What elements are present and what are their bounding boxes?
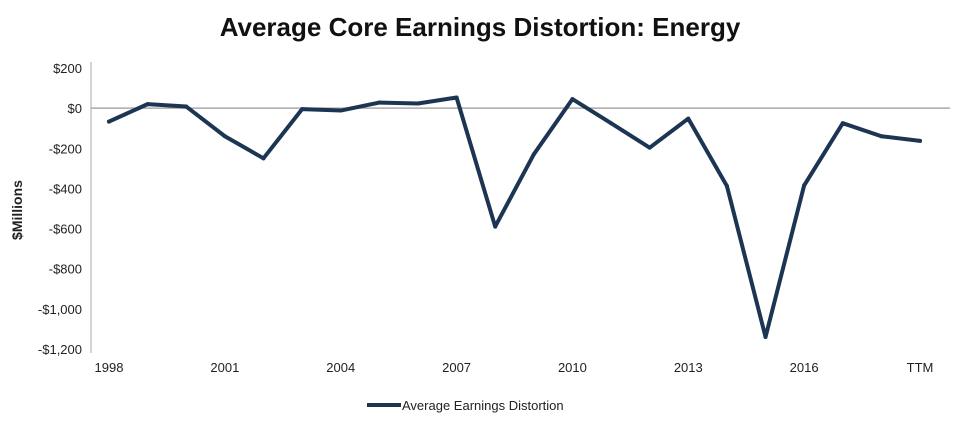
y-tick-label: -$400 xyxy=(49,181,82,196)
data-point xyxy=(724,184,729,189)
data-point xyxy=(918,138,922,143)
data-point xyxy=(609,121,614,126)
x-tick-label: 2010 xyxy=(558,360,587,375)
data-point xyxy=(493,224,498,229)
data-point xyxy=(338,108,343,113)
data-point xyxy=(686,116,691,121)
x-tick-label: 1998 xyxy=(95,360,124,375)
data-point xyxy=(879,134,884,139)
y-tick-label: -$800 xyxy=(49,262,82,277)
data-point xyxy=(300,107,305,112)
data-point xyxy=(840,121,845,126)
y-axis-label: $Millions xyxy=(9,180,25,240)
data-point xyxy=(145,102,150,107)
x-tick-label: 2016 xyxy=(790,360,819,375)
x-tick-label: 2013 xyxy=(674,360,703,375)
data-point xyxy=(107,119,111,124)
y-tick-label: -$1,000 xyxy=(38,302,82,317)
legend-label: Average Earnings Distortion xyxy=(402,398,564,413)
x-tick-label: 2004 xyxy=(326,360,355,375)
data-point xyxy=(415,101,420,106)
data-point xyxy=(570,97,575,102)
y-tick-label: -$1,200 xyxy=(38,342,82,357)
data-point xyxy=(802,183,807,188)
data-point xyxy=(454,95,459,100)
y-tick-label: $0 xyxy=(68,101,82,116)
data-point xyxy=(647,145,652,150)
data-point xyxy=(377,100,382,105)
data-point xyxy=(531,152,536,157)
data-point xyxy=(763,334,768,339)
series-line xyxy=(107,95,922,339)
chart-title: Average Core Earnings Distortion: Energy xyxy=(219,12,741,42)
y-tick-label: -$200 xyxy=(49,141,82,156)
data-point xyxy=(184,104,189,109)
data-point xyxy=(222,134,227,139)
y-tick-label: $200 xyxy=(53,61,82,76)
x-tick-label: 2007 xyxy=(442,360,471,375)
x-tick-label: 2001 xyxy=(210,360,239,375)
x-tick-label: TTM xyxy=(907,360,934,375)
y-tick-label: -$600 xyxy=(49,222,82,237)
data-point xyxy=(261,156,266,161)
